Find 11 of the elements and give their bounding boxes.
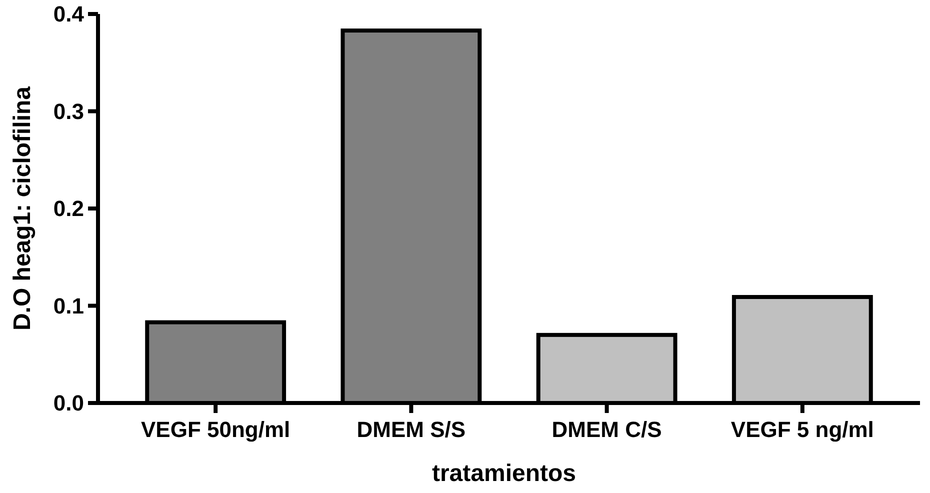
x-axis-title: tratamientos [432,460,576,487]
y-tick-label: 0.1 [53,293,84,318]
y-axis-title: D.O heag1: ciclofilina [9,86,36,331]
x-tick-label: VEGF 5 ng/ml [730,417,874,442]
y-tick-label: 0.4 [53,2,85,27]
x-tick-label: DMEM S/S [356,417,466,442]
y-tick-label: 0.3 [53,98,84,124]
y-tick-label: 0.2 [53,196,84,222]
y-tick-label: 0.0 [53,390,84,416]
x-tick-label: VEGF 50ng/ml [141,417,290,442]
x-tick-label: DMEM C/S [552,417,662,442]
